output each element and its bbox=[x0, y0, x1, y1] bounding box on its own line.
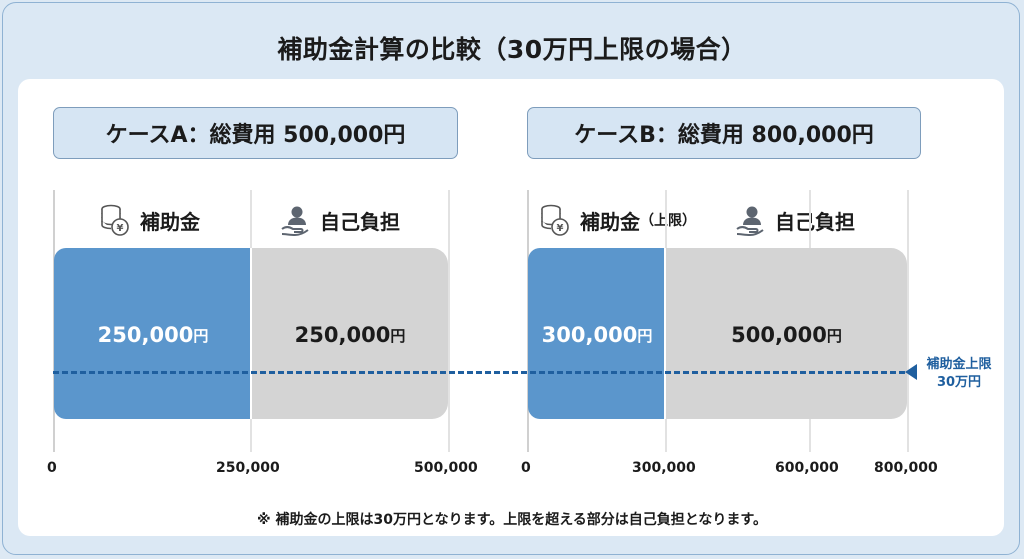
case-b-tick-0: 0 bbox=[521, 460, 531, 476]
case-b-subsidy-amount: 300,000 bbox=[541, 323, 638, 347]
case-b-self-yen: 円 bbox=[826, 326, 842, 345]
subsidy-cap-label-line2: 30万円 bbox=[936, 375, 982, 390]
svg-text:¥: ¥ bbox=[117, 223, 124, 234]
case-b-axis-line bbox=[527, 190, 529, 452]
case-a-self-yen: 円 bbox=[390, 326, 406, 345]
case-a-subsidy-amount: 250,000 bbox=[97, 323, 194, 347]
case-a-tick-250000: 250,000 bbox=[216, 460, 280, 476]
subsidy-cap-line bbox=[53, 371, 905, 374]
case-b-tick-800000: 800,000 bbox=[874, 460, 938, 476]
case-a-axis-line bbox=[53, 190, 55, 452]
case-a-tick-0: 0 bbox=[47, 460, 57, 476]
case-a-subsidy-label: 補助金 bbox=[140, 209, 200, 234]
case-a-self-amount: 250,000 bbox=[294, 323, 391, 347]
case-a-gridline-500000 bbox=[448, 190, 450, 452]
case-a-subsidy-bar bbox=[54, 248, 252, 419]
case-b-subsidy-note: （上限） bbox=[640, 213, 696, 229]
case-b-tick-600000: 600,000 bbox=[775, 460, 839, 476]
case-b-subsidy-bar bbox=[528, 248, 666, 419]
case-b-subsidy-yen: 円 bbox=[637, 326, 653, 345]
coin-stack-yen-icon: ¥ bbox=[541, 204, 569, 236]
subsidy-cap-label-line1: 補助金上限 bbox=[926, 357, 992, 372]
case-a-self-label: 自己負担 bbox=[320, 209, 400, 234]
case-a-self-value: 250,000 円 bbox=[252, 320, 448, 350]
case-a-subsidy-header: ¥ 補助金 bbox=[100, 200, 200, 240]
case-b-self-header: 自己負担 bbox=[735, 200, 855, 240]
subsidy-cap-label: 補助金上限 30万円 bbox=[918, 356, 1000, 392]
coin-stack-yen-icon: ¥ bbox=[101, 204, 129, 236]
case-b-self-amount: 500,000 bbox=[731, 323, 827, 347]
case-b-heading: ケースB：総費用 800,000円 bbox=[527, 107, 921, 159]
person-hand-icon bbox=[736, 206, 764, 237]
cap-arrow-icon bbox=[905, 364, 917, 380]
case-b-subsidy-label: 補助金 bbox=[580, 209, 640, 234]
case-b-tick-300000: 300,000 bbox=[632, 460, 696, 476]
case-a-tick-500000: 500,000 bbox=[414, 460, 478, 476]
case-b-gridline-800000 bbox=[907, 190, 909, 452]
page-title: 補助金計算の比較（30万円上限の場合） bbox=[277, 35, 747, 64]
case-b-self-value: 500,000 円 bbox=[666, 320, 907, 350]
case-a-self-bar bbox=[252, 248, 448, 419]
person-hand-icon bbox=[281, 206, 309, 237]
case-b-self-label: 自己負担 bbox=[775, 209, 855, 234]
case-a-self-header: 自己負担 bbox=[280, 200, 400, 240]
case-b-subsidy-value: 300,000 円 bbox=[528, 320, 666, 350]
case-a-subsidy-value: 250,000 円 bbox=[54, 320, 252, 350]
case-a-heading: ケースA：総費用 500,000円 bbox=[53, 107, 458, 159]
case-a-subsidy-yen: 円 bbox=[193, 326, 209, 345]
case-b-self-bar bbox=[666, 248, 907, 419]
footnote: ※ 補助金の上限は30万円となります。上限を超える部分は自己負担となります。 bbox=[257, 512, 767, 528]
case-b-subsidy-header: ¥ 補助金 （上限） bbox=[540, 200, 696, 240]
svg-text:¥: ¥ bbox=[557, 223, 564, 234]
